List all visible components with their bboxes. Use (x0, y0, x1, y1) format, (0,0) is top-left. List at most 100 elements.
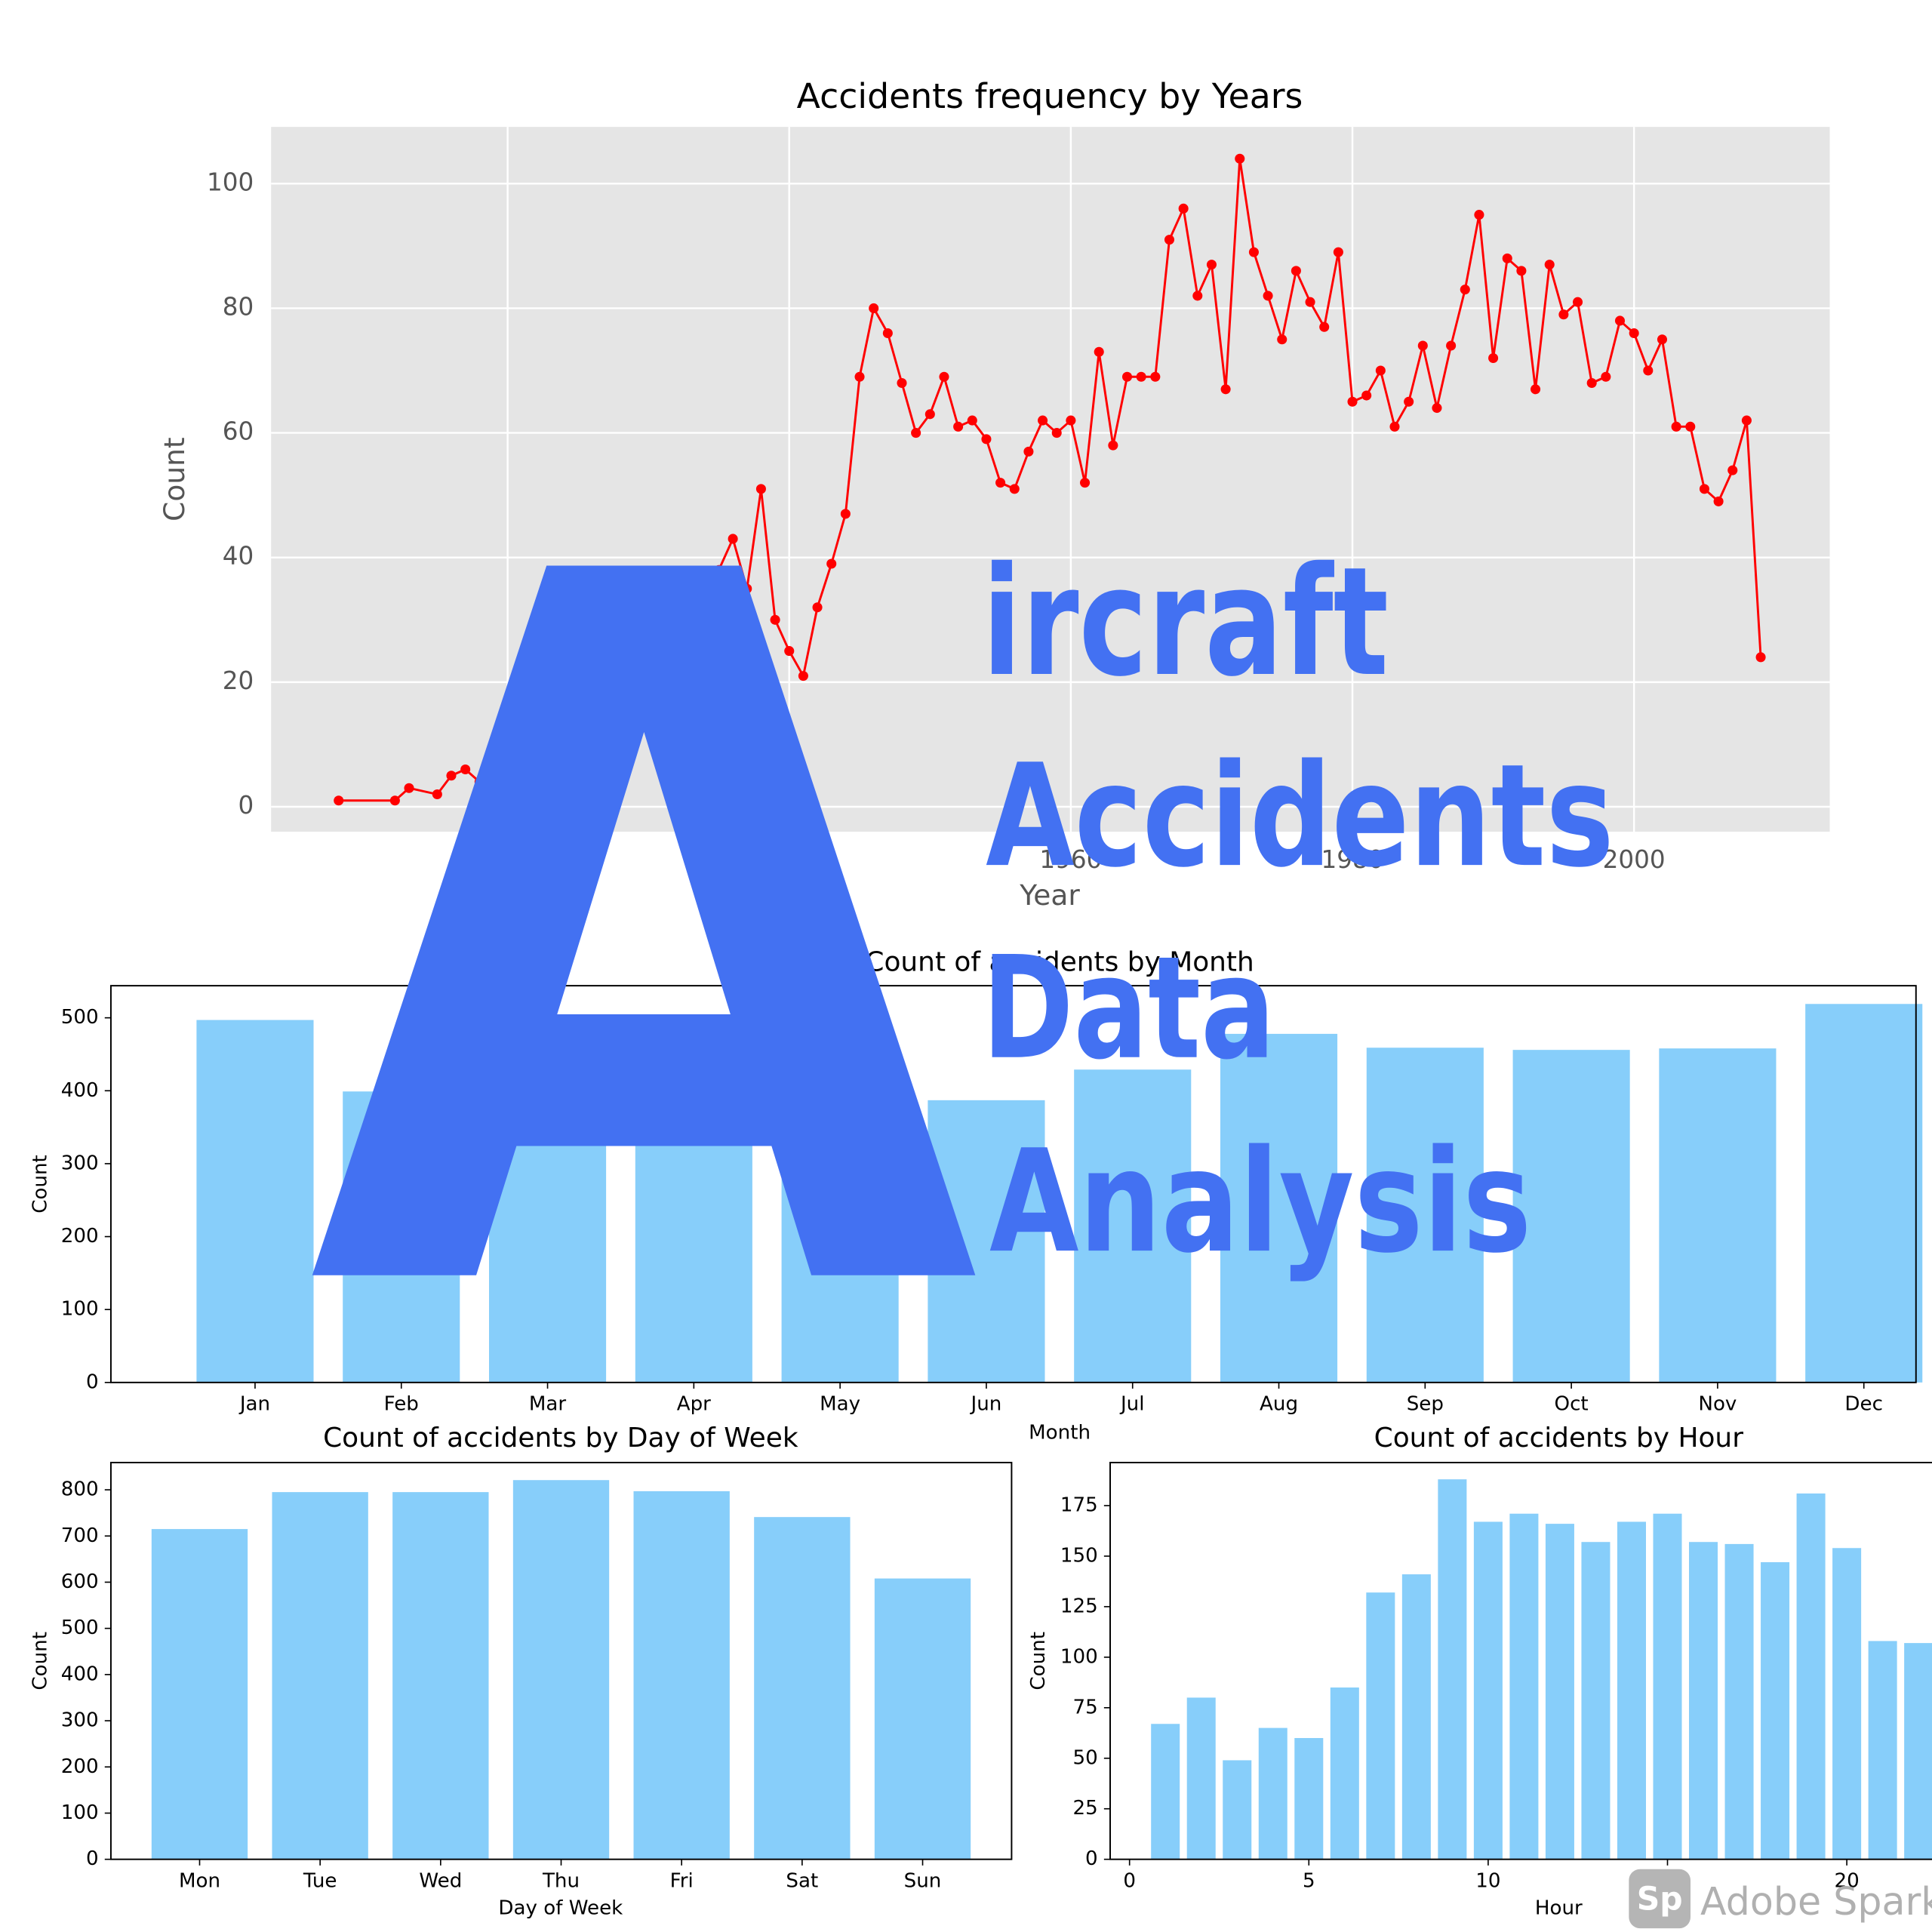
title-word: Data (982, 927, 1275, 1091)
bar (1186, 1697, 1216, 1860)
x-tick-label: Mar (529, 1393, 567, 1416)
big-letter: A (308, 373, 986, 1506)
point (1009, 484, 1020, 494)
point (1108, 440, 1118, 451)
point (1080, 478, 1091, 488)
point (615, 652, 626, 663)
watermark-badge (1629, 1869, 1690, 1929)
watermark-text: Adobe Spark (1700, 1879, 1932, 1924)
chart-title: Count of accidents by Day of Week (323, 1423, 798, 1454)
y-tick-label: 200 (61, 1755, 99, 1778)
bar (754, 1517, 851, 1860)
bar (489, 1091, 607, 1383)
point (643, 633, 654, 644)
point (334, 795, 344, 806)
point (869, 303, 879, 313)
bar (151, 1529, 248, 1860)
y-tick-label: 20 (223, 666, 254, 695)
bar (272, 1492, 368, 1860)
point (1375, 365, 1386, 376)
point (882, 328, 893, 339)
bar (392, 1492, 489, 1860)
bar (1512, 1050, 1630, 1383)
bar (1581, 1542, 1611, 1860)
point (446, 771, 457, 781)
point (1699, 484, 1709, 494)
y-axis-label: Count (1027, 1632, 1050, 1690)
y-tick-label: 100 (207, 168, 254, 196)
y-tick-label: 100 (61, 1298, 99, 1321)
y-axis-label: Count (29, 1155, 51, 1214)
y-tick-label: 0 (238, 791, 254, 820)
point (1531, 384, 1541, 395)
bar (1868, 1641, 1897, 1860)
point (1741, 415, 1752, 426)
point (685, 595, 696, 607)
point (1474, 210, 1484, 220)
y-axis-label: Count (158, 437, 191, 521)
x-tick-label: Fri (670, 1870, 694, 1893)
y-tick-label: 100 (1060, 1645, 1098, 1668)
point (995, 478, 1006, 488)
point (770, 614, 780, 625)
x-tick-label: Thu (542, 1870, 580, 1893)
x-tick-label: 0 (1123, 1870, 1136, 1893)
point (854, 371, 865, 382)
bar (1223, 1760, 1252, 1860)
x-tick-label: 1940 (758, 845, 820, 874)
y-tick-label: 600 (61, 1571, 99, 1593)
x-tick-label: Nov (1698, 1393, 1737, 1416)
bar (1796, 1493, 1826, 1860)
bar (1617, 1521, 1646, 1860)
bar (1258, 1727, 1287, 1860)
point (1220, 384, 1231, 395)
bar (1832, 1548, 1862, 1860)
bar (1653, 1513, 1682, 1860)
bar (1151, 1724, 1180, 1860)
plot-background (271, 127, 1830, 832)
bar (1366, 1592, 1395, 1860)
point (531, 714, 541, 724)
x-axis-label: Month (1029, 1421, 1091, 1444)
x-tick-label: Tue (303, 1870, 337, 1893)
bar (1438, 1479, 1467, 1860)
point (939, 371, 949, 382)
y-tick-label: 25 (1072, 1797, 1097, 1820)
x-tick-label: 1960 (1039, 845, 1102, 874)
bar (928, 1100, 1045, 1383)
bar (781, 1083, 899, 1383)
x-tick-label: May (820, 1393, 860, 1416)
bar (1220, 1033, 1338, 1383)
x-tick-label: Mon (179, 1870, 220, 1893)
bar (633, 1491, 730, 1860)
y-tick-label: 800 (61, 1478, 99, 1501)
y-tick-label: 100 (61, 1801, 99, 1824)
point (1629, 328, 1639, 339)
point (1038, 415, 1048, 426)
x-tick-label: Oct (1555, 1393, 1589, 1416)
point (1333, 247, 1343, 257)
point (1192, 291, 1203, 301)
point (798, 671, 808, 681)
x-tick-label: 20 (1834, 1870, 1859, 1893)
point (1164, 235, 1175, 245)
point (1643, 365, 1654, 376)
point (516, 727, 527, 737)
y-tick-label: 300 (61, 1152, 99, 1174)
point (1206, 260, 1217, 270)
point (826, 558, 837, 569)
point (1446, 340, 1457, 351)
x-tick-label: Sun (904, 1870, 942, 1893)
y-tick-label: 80 (223, 292, 254, 321)
x-axis-label: Hour (1535, 1897, 1583, 1919)
x-tick-label: Dec (1844, 1393, 1883, 1416)
bar (1805, 1004, 1923, 1383)
bar (1904, 1643, 1932, 1860)
point (784, 646, 795, 657)
y-tick-label: 40 (223, 542, 254, 571)
x-tick-label: Sat (786, 1870, 818, 1893)
x-tick-label: Jun (970, 1393, 1002, 1416)
point (1404, 396, 1414, 407)
point (1586, 377, 1597, 389)
